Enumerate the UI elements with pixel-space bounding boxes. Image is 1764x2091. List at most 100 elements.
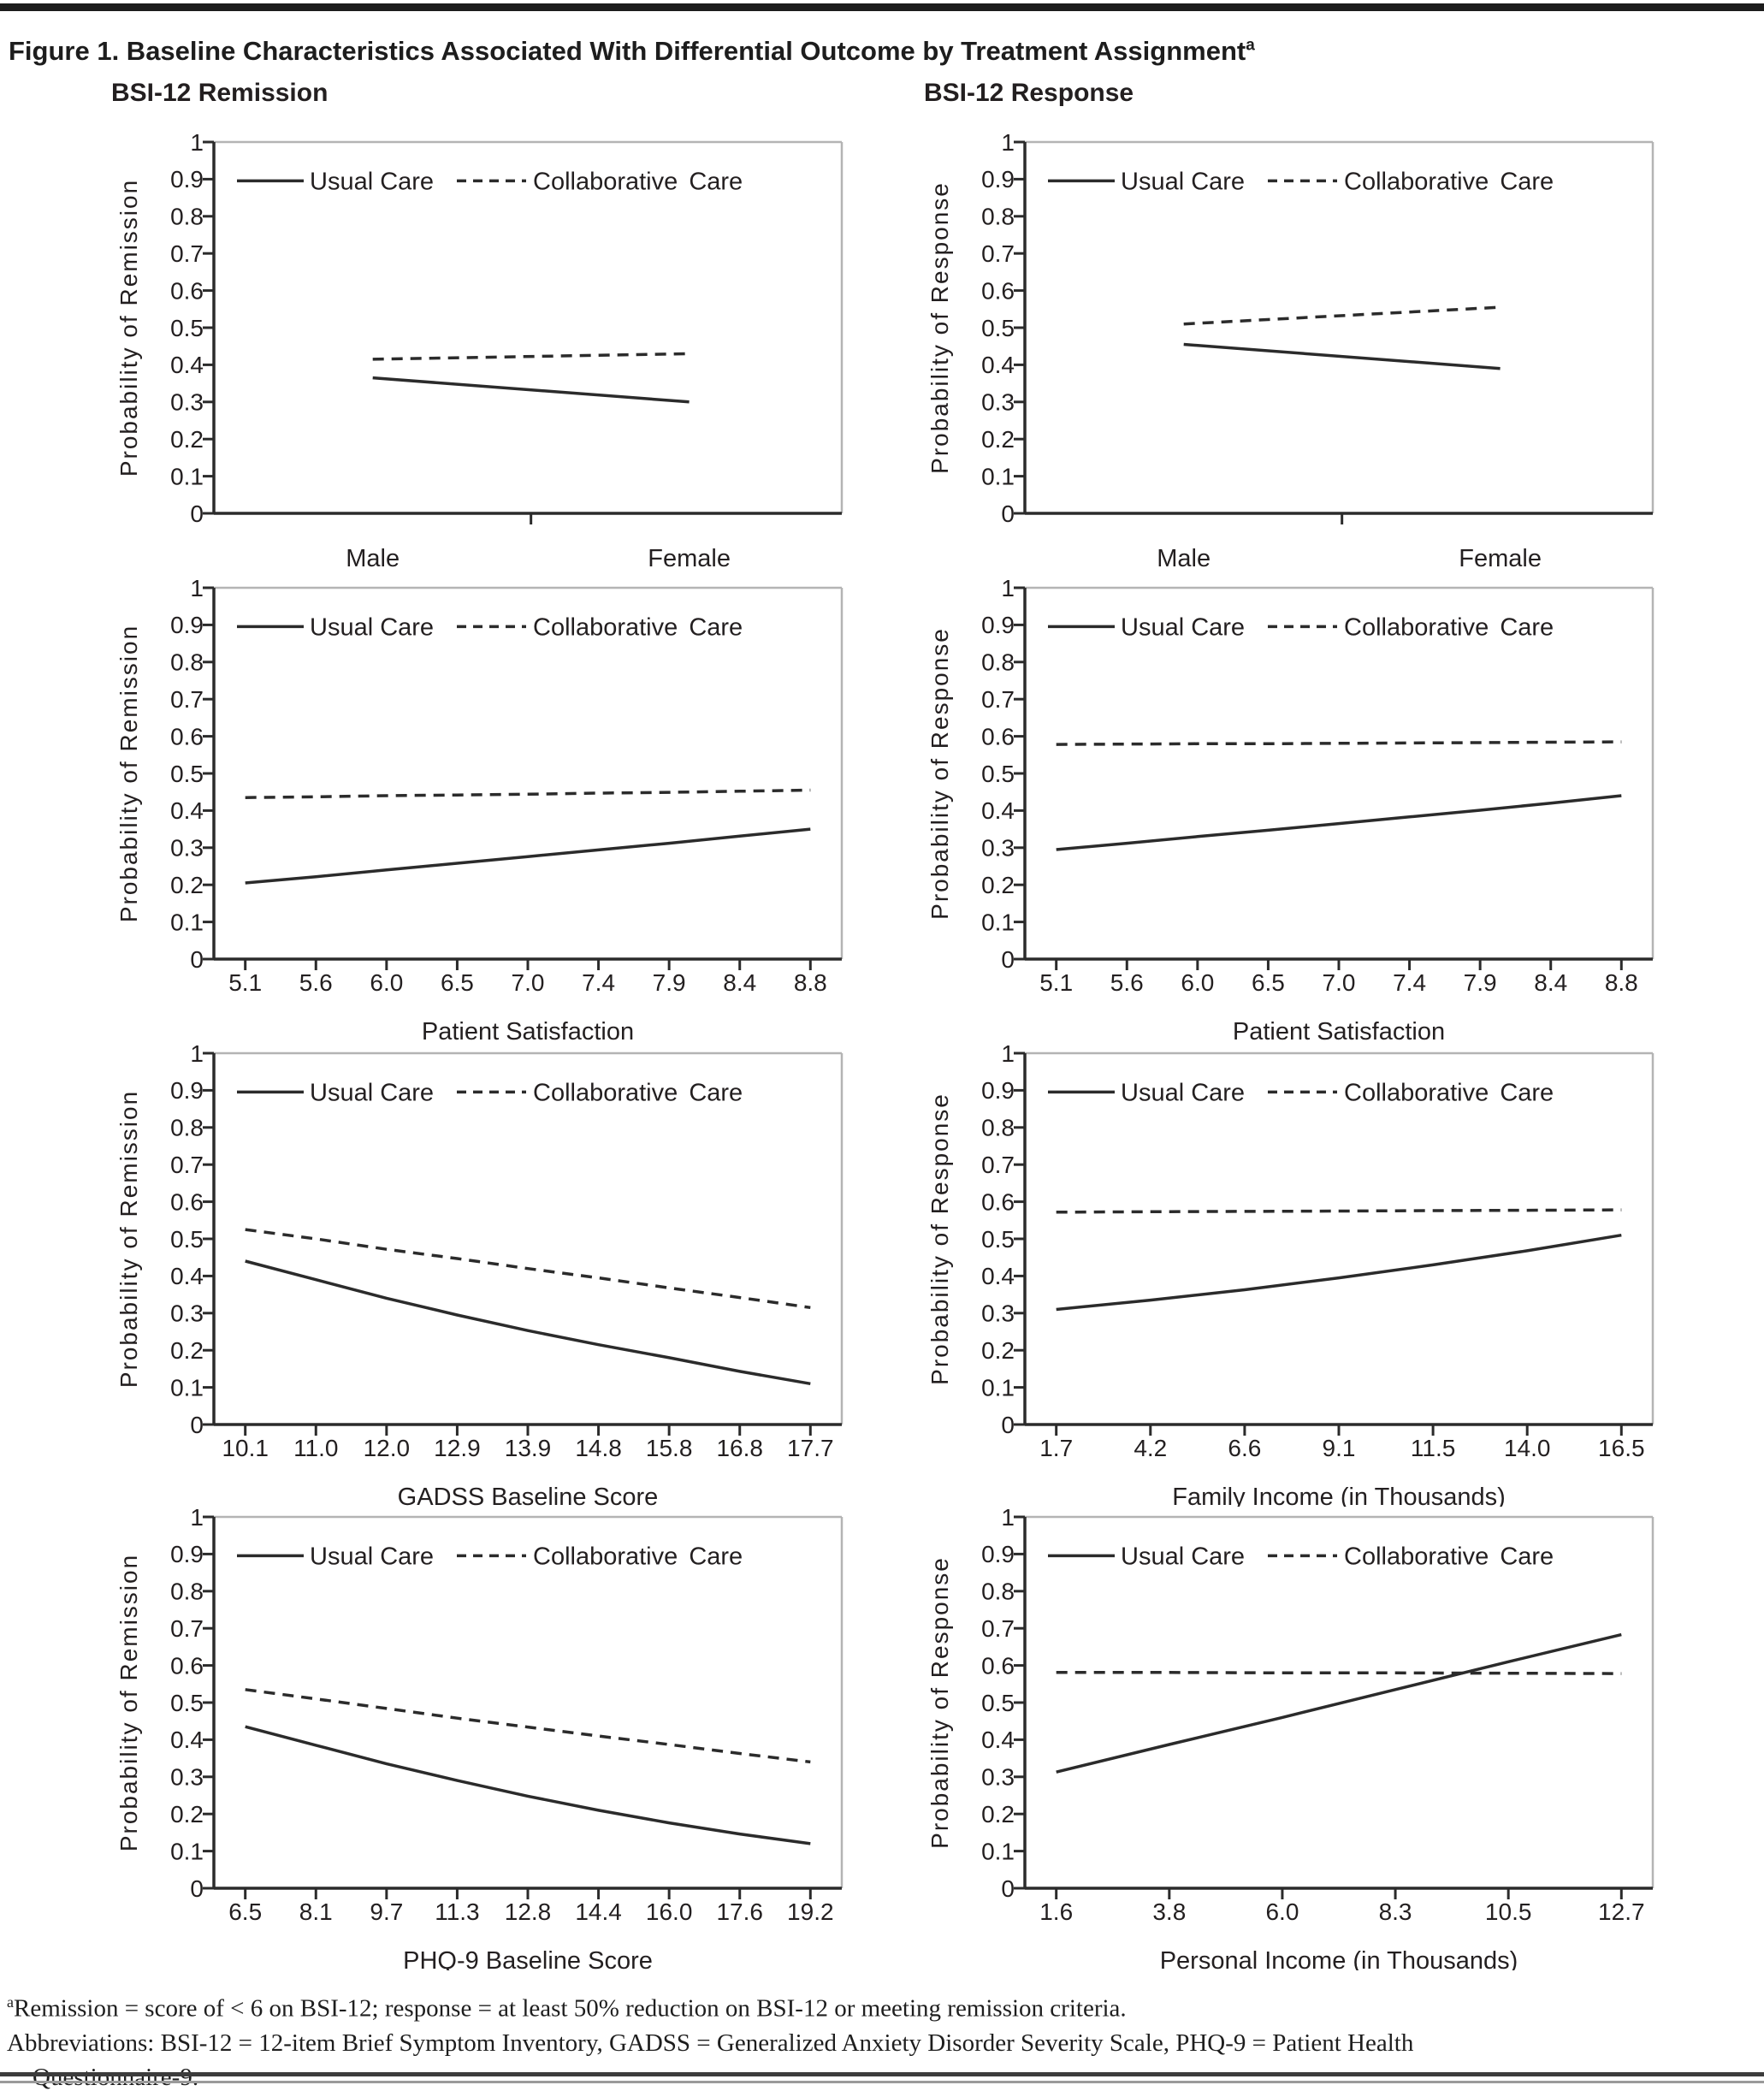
y-tick-label: 0.4: [170, 797, 204, 824]
y-tick-label: 0.9: [981, 1077, 1015, 1104]
series-usual-care: [372, 376, 690, 404]
y-tick-label: 0.8: [981, 204, 1015, 230]
y-tick-label: 0.6: [170, 1188, 204, 1215]
x-axis-title: GADSS Baseline Score: [398, 1484, 659, 1507]
y-tick-label: 0.1: [170, 1838, 204, 1864]
y-tick-label: 0.7: [170, 686, 204, 713]
x-axis-title: Personal Income (in Thousands): [1160, 1947, 1518, 1970]
series-collaborative-care: [245, 1228, 811, 1310]
series-collaborative-care: [1056, 1208, 1622, 1214]
x-tick-label: 10.1: [222, 1435, 269, 1461]
x-tick-label: 6.0: [1265, 1898, 1299, 1925]
footnote-remission-definition: aRemission = score of < 6 on BSI-12; res…: [7, 1985, 1709, 2026]
footnote-abbreviations-continued: Questionnaire-9.: [33, 2063, 199, 2091]
y-tick-label: 0.9: [981, 166, 1015, 193]
series-usual-care: [245, 1725, 811, 1845]
y-tick-label: 0.4: [981, 797, 1015, 824]
y-tick-label: 0.5: [981, 761, 1015, 787]
y-axis-title: Probability of Response: [926, 627, 953, 920]
y-tick-label: 0.9: [170, 1541, 204, 1567]
y-tick-label: 0: [190, 1875, 204, 1902]
x-tick-label: Female: [1459, 545, 1542, 572]
legend: Usual Care Collaborative Care: [237, 1080, 743, 1107]
y-tick-label: 0: [1001, 501, 1015, 527]
y-tick-label: 0.9: [170, 166, 204, 193]
y-tick-label: 0: [190, 501, 204, 527]
series-usual-care: [1056, 1632, 1622, 1774]
y-tick-label: 0.5: [981, 1690, 1015, 1716]
y-tick-label: 0.5: [170, 1690, 204, 1716]
x-tick-label: 15.8: [646, 1435, 693, 1461]
y-tick-label: 0.2: [170, 426, 204, 453]
y-tick-label: 0.8: [170, 204, 204, 230]
y-tick-label: 0.8: [170, 649, 204, 676]
series-usual-care: [1056, 1233, 1622, 1312]
legend: Usual Care Collaborative Care: [1048, 169, 1554, 196]
x-tick-label: 7.0: [512, 969, 545, 996]
x-tick-label: 13.9: [505, 1435, 552, 1461]
legend-collaborative-care-label: Collaborative Care: [533, 1080, 743, 1107]
legend-usual-care-label: Usual Care: [310, 614, 434, 642]
legend-usual-care-label: Usual Care: [310, 169, 434, 196]
x-tick-label: 7.0: [1323, 969, 1356, 996]
y-tick-label: 0.1: [170, 1374, 204, 1401]
x-tick-label: 7.9: [1464, 969, 1497, 996]
y-tick-label: 1: [1001, 1504, 1015, 1531]
x-tick-label: 6.6: [1228, 1435, 1261, 1461]
y-tick-label: 1: [1001, 1040, 1015, 1067]
chart-svg-remission-by-gadss: 1 0.9 0.8 0.7 0.6 0.5 0.4 0.3 0.2 0.1 0 10.1 11.0 12.…: [115, 1040, 844, 1511]
x-tick-label: 12.7: [1598, 1898, 1645, 1925]
y-tick-label: 0.5: [170, 761, 204, 787]
y-axis-title: Probability of Response: [926, 1556, 953, 1849]
y-tick-label: 0.1: [981, 1374, 1015, 1401]
column-header-remission: BSI-12 Remission: [111, 79, 329, 107]
y-tick-label: 0.5: [981, 1226, 1015, 1253]
y-axis-title: Probability of Remission: [115, 625, 142, 922]
x-axis-title: PHQ-9 Baseline Score: [403, 1947, 653, 1970]
y-tick-label: 1: [1001, 575, 1015, 601]
figure-title-superscript: a: [1246, 36, 1255, 55]
y-tick-label: 0.2: [981, 426, 1015, 453]
x-tick-label: 7.9: [653, 969, 686, 996]
x-tick-label: 17.6: [716, 1898, 763, 1925]
x-tick-label: 5.1: [1039, 969, 1073, 996]
y-tick-label: 0.6: [170, 723, 204, 749]
legend-collaborative-care-label: Collaborative Care: [1344, 614, 1554, 642]
y-tick-label: 0.2: [170, 872, 204, 898]
legend: Usual Care Collaborative Care: [237, 169, 743, 196]
y-tick-label: 0.7: [170, 1152, 204, 1178]
y-tick-label: 0.4: [981, 1263, 1015, 1289]
x-tick-label: 6.0: [1181, 969, 1214, 996]
chart-svg-remission-by-patient-satisfaction: 1 0.9 0.8 0.7 0.6 0.5 0.4 0.3 0.2 0.1 0 5.1 5.6 6.0 6.…: [115, 575, 844, 1046]
series-collaborative-care: [1056, 740, 1622, 746]
x-tick-label: 10.5: [1485, 1898, 1532, 1925]
y-axis-title: Probability of Remission: [115, 1554, 142, 1851]
y-tick-label: 1: [190, 1040, 204, 1067]
y-tick-label: 0.4: [170, 1263, 204, 1289]
x-tick-label: 12.9: [434, 1435, 481, 1461]
y-tick-label: 1: [190, 129, 204, 156]
y-tick-label: 0.3: [981, 1764, 1015, 1791]
x-tick-label: 11.0: [293, 1435, 338, 1461]
y-tick-label: 0.3: [170, 835, 204, 862]
chart-svg-response-by-family-income: 1 0.9 0.8 0.7 0.6 0.5 0.4 0.3 0.2 0.1 0 1.7 4.2 6.6 9.…: [926, 1040, 1654, 1511]
x-tick-label: 3.8: [1152, 1898, 1186, 1925]
y-tick-label: 0.4: [170, 352, 204, 378]
y-tick-label: 0.7: [981, 1152, 1015, 1178]
y-tick-label: 1: [190, 575, 204, 601]
y-tick-label: 0.3: [981, 1300, 1015, 1327]
column-header-response: BSI-12 Response: [924, 79, 1134, 107]
y-tick-label: 0: [1001, 1875, 1015, 1902]
top-rule: [0, 3, 1764, 11]
y-axis-title: Probability of Response: [926, 181, 953, 474]
x-tick-label: 5.6: [299, 969, 333, 996]
y-tick-label: 1: [1001, 129, 1015, 156]
y-tick-label: 0.1: [981, 1838, 1015, 1864]
x-tick-label: 7.4: [582, 969, 615, 996]
x-tick-label: Male: [346, 545, 400, 572]
y-tick-label: 0.2: [981, 872, 1015, 898]
y-tick-label: 0.8: [170, 1579, 204, 1605]
y-tick-label: 0.1: [981, 909, 1015, 935]
y-tick-label: 0.8: [170, 1115, 204, 1141]
